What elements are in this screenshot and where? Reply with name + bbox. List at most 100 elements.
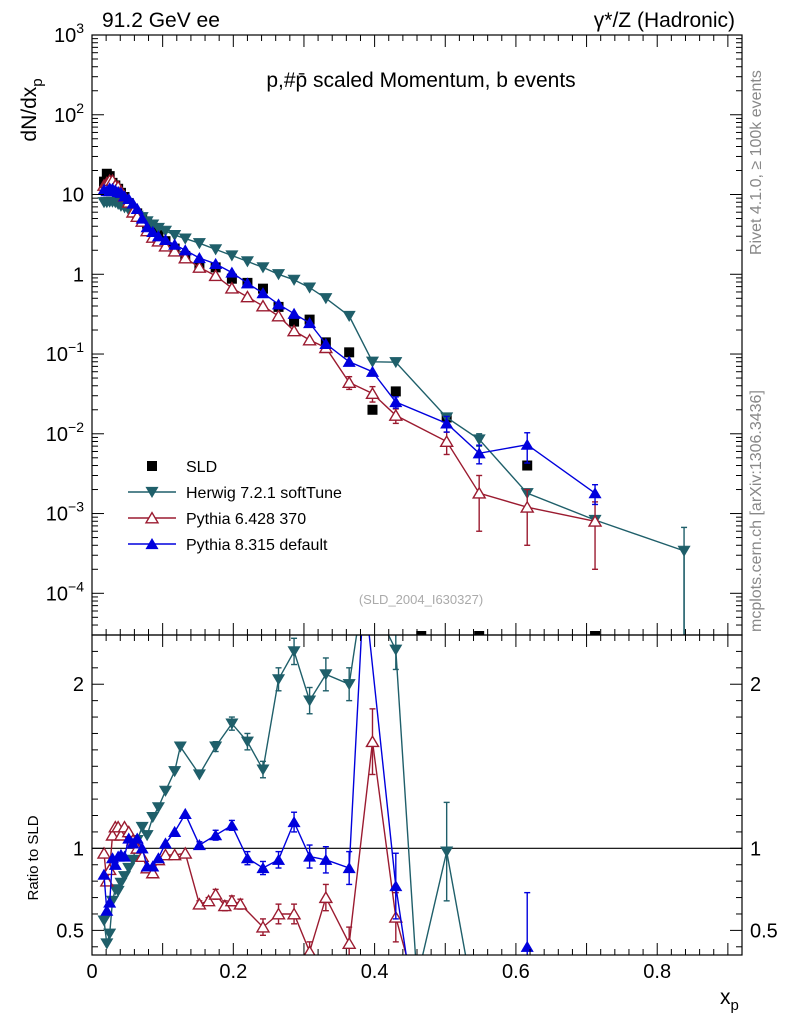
x-axis-label: xp bbox=[720, 986, 739, 1014]
ratio-point bbox=[117, 850, 132, 862]
ratio-point bbox=[158, 848, 173, 861]
ratio-point bbox=[111, 885, 125, 897]
ratio-point bbox=[209, 741, 223, 753]
data-point bbox=[344, 347, 355, 358]
ratio-point bbox=[108, 858, 122, 870]
ratio-point bbox=[233, 897, 248, 910]
data-point bbox=[226, 273, 237, 284]
data-point bbox=[255, 299, 271, 312]
ratio-point bbox=[271, 674, 286, 686]
ratio-point bbox=[130, 832, 144, 844]
ratio-point bbox=[303, 695, 317, 707]
y-tick-label: 1 bbox=[73, 264, 84, 286]
data-point bbox=[520, 438, 534, 450]
data-point bbox=[158, 233, 173, 245]
data-point bbox=[319, 293, 333, 305]
data-point-offscale bbox=[590, 631, 601, 635]
data-point bbox=[303, 316, 317, 329]
ratio-point bbox=[135, 821, 149, 833]
data-point bbox=[209, 244, 223, 256]
ratio-point bbox=[173, 741, 187, 753]
ratio-point bbox=[287, 816, 301, 828]
data-point bbox=[302, 333, 317, 346]
ratio-point bbox=[240, 736, 254, 748]
ratio-point bbox=[192, 897, 207, 910]
ratio-point bbox=[240, 852, 254, 864]
main-y-axis-label: dN/dxp bbox=[18, 78, 46, 141]
data-point bbox=[522, 460, 533, 471]
ratio-y-tick-label-right: 1 bbox=[750, 838, 761, 860]
ratio-point bbox=[303, 850, 317, 862]
ratio-y-tick-label-right: 2 bbox=[750, 674, 761, 696]
data-point bbox=[224, 281, 240, 294]
ratio-point bbox=[389, 880, 403, 892]
ratio-point bbox=[192, 839, 206, 851]
ratio-point bbox=[319, 669, 333, 681]
analysis-watermark: (SLD_2004_I630327) bbox=[359, 592, 483, 607]
y-tick-label: 10−2 bbox=[46, 419, 84, 446]
data-point bbox=[367, 404, 378, 415]
ratio-data-layer bbox=[92, 635, 742, 955]
data-point bbox=[158, 225, 173, 237]
ratio-point bbox=[168, 825, 182, 838]
data-point bbox=[167, 244, 182, 257]
ratio-point bbox=[256, 862, 270, 874]
ratio-point bbox=[178, 846, 193, 859]
main-data-layer bbox=[96, 168, 691, 635]
data-point bbox=[225, 266, 239, 278]
legend-label: SLD bbox=[186, 459, 217, 476]
data-point bbox=[389, 357, 403, 369]
legend-label: Herwig 7.2.1 softTune bbox=[186, 485, 342, 502]
data-point bbox=[178, 251, 193, 264]
data-point bbox=[342, 310, 356, 322]
ratio-y-tick-label: 1 bbox=[73, 838, 84, 860]
ratio-y-tick-label: 0.5 bbox=[56, 920, 84, 942]
ratio-point bbox=[440, 846, 454, 858]
data-point bbox=[256, 262, 270, 274]
data-point bbox=[365, 356, 380, 368]
ratio-point bbox=[256, 764, 270, 776]
ratio-point bbox=[255, 920, 271, 933]
ratio-point bbox=[105, 828, 120, 841]
legend-item-herwig-7-2-1-softtune: Herwig 7.2.1 softTune bbox=[128, 485, 342, 502]
ratio-point bbox=[225, 718, 239, 730]
ratio-point bbox=[158, 785, 173, 797]
ratio-point bbox=[146, 860, 160, 872]
data-point bbox=[146, 225, 160, 237]
data-point bbox=[271, 309, 286, 322]
ratio-point bbox=[122, 862, 136, 875]
y-tick-label: 10 bbox=[62, 185, 84, 207]
ratio-point bbox=[117, 871, 132, 883]
legend-item-sld: SLD bbox=[147, 459, 217, 476]
ratio-series-pythia-6-428-370 bbox=[96, 708, 407, 955]
ratio-point bbox=[103, 928, 117, 940]
legend-marker bbox=[145, 486, 159, 498]
ratio-point bbox=[97, 868, 111, 880]
legend: SLD Herwig 7.2.1 softTune Pythia 6.428 370… bbox=[128, 459, 342, 554]
x-tick-label: 0.4 bbox=[361, 961, 389, 983]
ratio-plot-area: 2 21 10.5 0.50 0.2 0.4 0.6 0.8 bbox=[56, 634, 778, 983]
data-point bbox=[472, 434, 486, 446]
ratio-point bbox=[151, 852, 165, 864]
data-point bbox=[319, 337, 333, 349]
data-point bbox=[271, 269, 286, 281]
ratio-point bbox=[140, 830, 154, 842]
data-point bbox=[240, 277, 254, 289]
ratio-point bbox=[135, 842, 149, 854]
legend-label: Pythia 6.428 370 bbox=[186, 511, 306, 528]
main-x-axis bbox=[91, 35, 743, 635]
data-point bbox=[192, 260, 207, 273]
data-point bbox=[135, 212, 149, 224]
rivet-version-label: Rivet 4.1.0, ≥ 100k events bbox=[748, 70, 765, 255]
data-point-offscale bbox=[474, 631, 485, 635]
ratio-point bbox=[271, 907, 286, 920]
ratio-point bbox=[271, 853, 286, 865]
ratio-point bbox=[103, 896, 117, 908]
ratio-point bbox=[209, 829, 223, 841]
ratio-point bbox=[224, 894, 240, 907]
ratio-point bbox=[167, 848, 182, 861]
data-point bbox=[151, 230, 165, 242]
legend-item-pythia-6-428-370: Pythia 6.428 370 bbox=[128, 511, 306, 528]
